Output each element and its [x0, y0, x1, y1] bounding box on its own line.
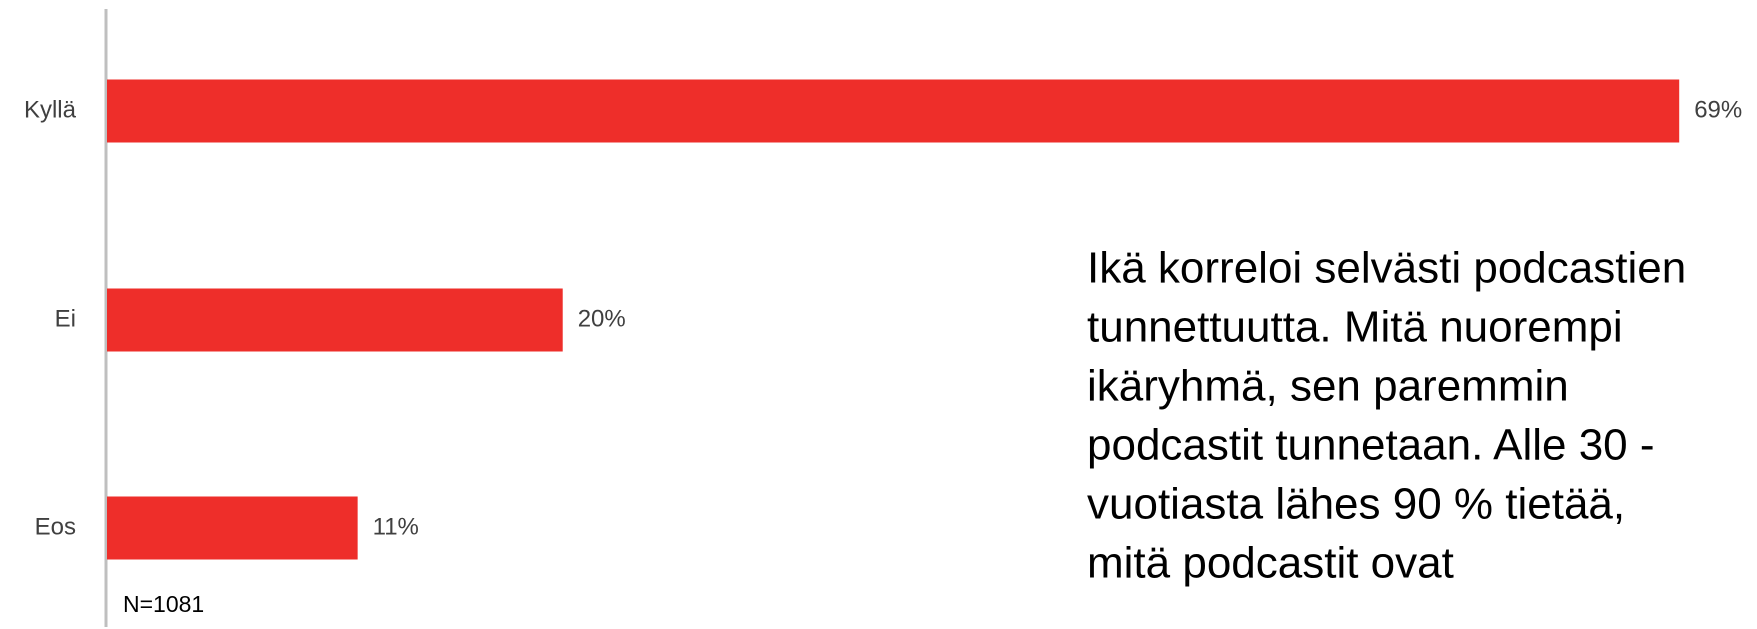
bar: [107, 496, 358, 560]
annotation-line: Ikä korreloi selvästi podcastien: [1087, 244, 1686, 293]
annotation-line: tunnettuutta. Mitä nuorempi: [1087, 303, 1623, 352]
annotation-line: vuotiasta lähes 90 % tietää,: [1087, 480, 1625, 529]
value-label: 69%: [1694, 96, 1742, 123]
category-label: Ei: [55, 305, 76, 332]
annotation-line: podcastit tunnetaan. Alle 30 -: [1087, 421, 1655, 470]
value-label: 20%: [578, 305, 626, 332]
annotation-line: ikäryhmä, sen paremmin: [1087, 362, 1569, 411]
sample-note: N=1081: [123, 591, 204, 617]
annotation-line: mitä podcastit ovat: [1087, 539, 1454, 588]
bar: [107, 79, 1680, 143]
bar: [107, 288, 563, 352]
value-label: 11%: [373, 513, 419, 540]
category-label: Eos: [35, 513, 76, 540]
category-label: Kyllä: [24, 96, 77, 123]
